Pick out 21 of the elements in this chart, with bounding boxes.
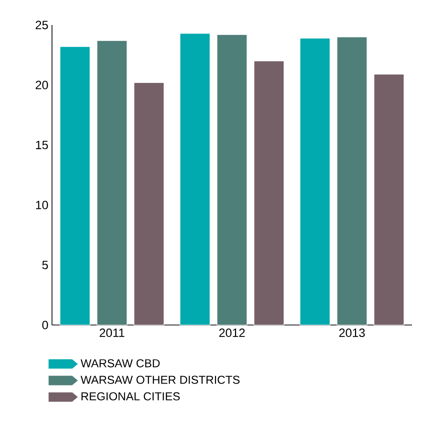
bar	[300, 38, 330, 326]
y-tick-label: 20	[36, 80, 48, 90]
y-tick-label: 5	[42, 260, 48, 270]
bar	[60, 46, 90, 326]
legend-label: WARSAW CBD	[80, 359, 160, 368]
bar	[96, 40, 128, 326]
bar	[254, 60, 284, 326]
y-tick-label: 0	[42, 320, 48, 330]
y-tick-label: 25	[36, 20, 48, 30]
bar	[336, 36, 368, 326]
legend-label: WARSAW OTHER DISTRICTS	[80, 376, 240, 384]
bar	[180, 33, 210, 326]
bar	[134, 82, 164, 326]
y-tick-label: 10	[36, 200, 48, 210]
x-tick-label: 2011	[100, 328, 124, 338]
y-tick-label: 15	[36, 140, 48, 150]
legend-label: REGIONAL CITIES	[82, 392, 180, 400]
x-tick-label: 2013	[339, 328, 365, 338]
bar	[374, 74, 404, 326]
bar	[216, 34, 248, 326]
x-tick-label: 2012	[219, 328, 245, 338]
